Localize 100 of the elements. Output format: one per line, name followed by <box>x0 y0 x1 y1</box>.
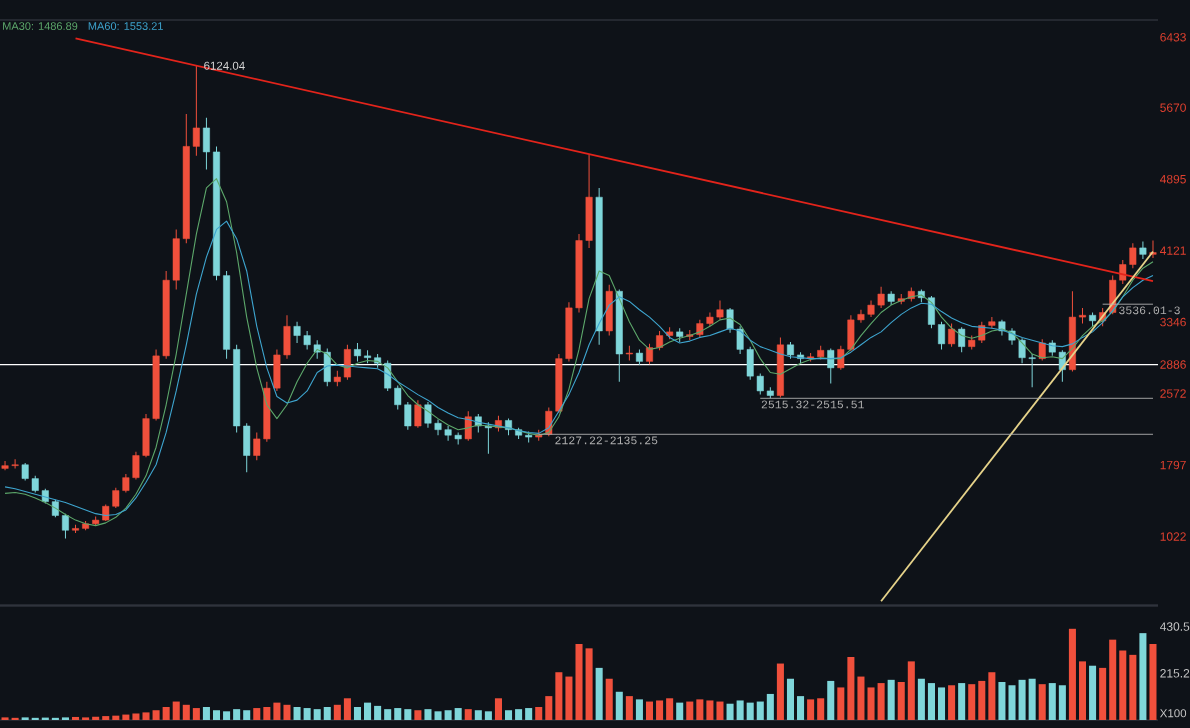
candlestick <box>202 117 210 170</box>
bar <box>444 710 452 720</box>
bar <box>535 706 543 720</box>
candlestick <box>1139 240 1147 260</box>
y-tick-label: 1022 <box>1160 532 1186 541</box>
ref-line-label: 2886 <box>1160 360 1186 369</box>
candlestick <box>716 300 724 321</box>
candlestick <box>988 316 996 329</box>
bar <box>605 678 613 720</box>
candlestick <box>756 372 764 396</box>
bar <box>736 700 744 720</box>
bar <box>857 676 865 720</box>
bar <box>998 682 1006 720</box>
candlestick <box>394 384 402 410</box>
candlestick <box>404 401 412 431</box>
bar <box>1068 628 1076 720</box>
bar <box>877 683 885 720</box>
bar <box>223 711 231 720</box>
bar <box>625 696 633 720</box>
bar <box>464 709 472 720</box>
bar <box>313 709 321 720</box>
bar <box>233 709 241 720</box>
bar <box>817 698 825 720</box>
bar <box>212 710 221 720</box>
bar <box>968 684 976 720</box>
y-tick-label: 4121 <box>1160 246 1186 255</box>
bar <box>1048 683 1056 720</box>
bar <box>404 709 412 720</box>
bar <box>494 698 502 720</box>
bar <box>414 710 422 720</box>
bar <box>696 699 704 720</box>
bar <box>807 699 815 720</box>
bar <box>766 693 774 720</box>
y-tick-label: 3346 <box>1160 317 1186 327</box>
bar <box>1028 678 1036 720</box>
bar <box>565 676 573 720</box>
candlestick <box>112 487 120 509</box>
bar <box>1139 633 1147 720</box>
candlestick <box>656 330 664 351</box>
bar <box>927 683 935 720</box>
candlestick <box>938 321 945 350</box>
bar <box>555 672 563 720</box>
bar <box>333 704 341 720</box>
y-tick-label: 2572 <box>1160 389 1186 398</box>
bar <box>595 667 603 720</box>
bar <box>615 691 623 720</box>
bar <box>635 699 643 720</box>
bar <box>424 709 432 720</box>
bar <box>1119 650 1127 720</box>
candlestick <box>303 330 311 350</box>
bar <box>525 708 533 720</box>
candlestick <box>253 431 261 461</box>
bar <box>776 663 784 720</box>
candlestick <box>414 399 422 429</box>
candlestick <box>1018 337 1026 364</box>
bar <box>867 687 875 720</box>
bar <box>152 710 160 720</box>
bar <box>293 706 301 720</box>
bar <box>454 708 462 720</box>
bar <box>61 717 69 720</box>
bar <box>434 711 442 720</box>
bar <box>988 672 996 720</box>
bar <box>887 679 895 720</box>
bar <box>1089 665 1097 720</box>
y-tick-label: 215.2 <box>1160 669 1190 678</box>
bar <box>645 701 654 720</box>
bar <box>384 709 392 720</box>
bar <box>666 698 674 720</box>
candlestick <box>948 323 956 348</box>
bar <box>847 657 855 720</box>
bar <box>746 702 754 720</box>
text: MA60: 1553.21 <box>88 22 163 30</box>
candlestick <box>1038 338 1046 361</box>
bar <box>364 702 372 720</box>
bar <box>756 701 764 720</box>
bar <box>303 708 311 720</box>
bar <box>253 708 261 720</box>
bar <box>827 680 835 720</box>
text: MA30: 1486.89 <box>3 22 78 30</box>
series-label: 2127.22-2135.25 <box>555 436 658 445</box>
bar <box>897 682 905 720</box>
bar <box>1149 644 1157 720</box>
candlestick <box>1129 242 1137 269</box>
bar <box>374 705 382 720</box>
bar <box>656 700 664 720</box>
bar <box>283 704 291 720</box>
bar <box>706 700 714 720</box>
bar <box>474 710 482 720</box>
bar <box>162 706 170 720</box>
candlestick <box>877 286 885 309</box>
bar <box>1018 679 1026 720</box>
bar <box>545 696 553 720</box>
bar <box>1099 667 1107 720</box>
bar <box>82 717 90 720</box>
bar <box>726 703 734 720</box>
bar <box>1008 685 1016 720</box>
bar <box>484 711 492 720</box>
candlestick <box>857 309 865 324</box>
candlestick <box>736 325 744 355</box>
series-label: 3536.01-3 <box>1119 306 1180 315</box>
